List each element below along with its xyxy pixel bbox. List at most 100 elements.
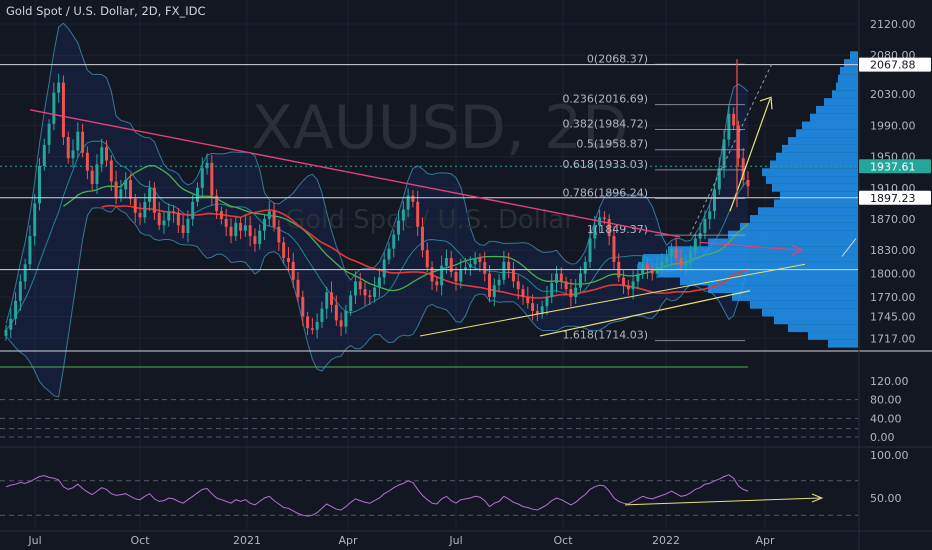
vp-bar-16 [766, 176, 858, 184]
y-tick-6: 1870.00 [870, 213, 916, 226]
candle-body-139 [669, 248, 673, 257]
candle-109 [526, 286, 530, 309]
candle-41 [200, 157, 204, 197]
candle-77 [373, 276, 377, 303]
drawings [0, 59, 858, 337]
candle-body-87 [420, 226, 424, 251]
candle-53 [258, 224, 262, 250]
fib-label-1: 0.236(2016.69) [562, 93, 648, 106]
candle-147 [708, 204, 712, 230]
candle-1 [9, 308, 13, 339]
vp-bar-9 [802, 121, 858, 130]
candle-130 [626, 279, 630, 296]
candle-body-130 [626, 285, 630, 290]
vp-bar-22 [740, 222, 858, 231]
candle-body-11 [57, 82, 61, 93]
candle-body-8 [42, 144, 46, 166]
candle-body-1 [9, 318, 13, 330]
y-tick-10: 1745.00 [870, 310, 916, 323]
candle-106 [511, 261, 515, 288]
candle-body-28 [138, 212, 142, 218]
candle-110 [531, 294, 535, 321]
candle-body-150 [722, 139, 726, 169]
vp-bar-13 [776, 152, 858, 161]
candle-105 [507, 252, 511, 279]
vp-bar-1 [844, 59, 858, 67]
fib-label-0: 0(2068.37) [587, 52, 648, 65]
candle-122 [588, 227, 592, 269]
band-fill [6, 23, 748, 397]
candle-body-20 [100, 147, 104, 165]
candle-51 [248, 215, 252, 247]
candle-5 [28, 225, 32, 270]
candle-body-61 [296, 279, 300, 297]
candle-body-37 [181, 225, 185, 234]
candle-101 [488, 265, 491, 303]
candle-142 [684, 254, 688, 276]
candle-body-154 [741, 158, 745, 180]
candle-83 [401, 201, 405, 231]
x-tick-2: 2021 [233, 534, 261, 547]
candle-133 [641, 256, 645, 280]
candle-45 [219, 206, 223, 225]
candle-96 [464, 257, 468, 275]
candle-body-134 [645, 264, 649, 270]
candle-10 [52, 82, 56, 131]
arrow-projection [699, 241, 801, 251]
candle-11 [57, 73, 61, 103]
x-tick-5: Oct [553, 534, 573, 547]
candle-22 [109, 155, 113, 191]
candle-body-15 [76, 131, 80, 151]
vp-bar-19 [774, 199, 858, 208]
vp-bar-7 [816, 105, 858, 114]
candle-48 [234, 215, 238, 241]
candle-body-146 [703, 218, 707, 234]
small-line [841, 238, 857, 257]
vp-bar-34 [774, 316, 858, 325]
candle-body-101 [488, 273, 491, 297]
candle-body-114 [550, 282, 554, 297]
candle-9 [47, 119, 51, 154]
candle-56 [272, 202, 276, 232]
rsi-tick-0: 100.00 [870, 449, 909, 462]
candle-118 [569, 279, 573, 307]
vp-bar-15 [762, 168, 858, 177]
candle-89 [430, 261, 434, 290]
candle-100 [483, 251, 487, 282]
candle-body-3 [18, 281, 22, 301]
candle-137 [660, 253, 664, 276]
vp-bar-12 [782, 144, 858, 153]
candle-body-52 [253, 236, 257, 244]
candle-body-14 [71, 150, 75, 159]
candle-112 [540, 300, 544, 319]
candle-body-145 [698, 233, 702, 239]
candle-139 [669, 243, 673, 267]
candle-73 [353, 271, 357, 304]
candle-body-36 [176, 212, 180, 226]
trendline-up-1 [419, 263, 806, 337]
candle-8 [42, 138, 46, 171]
candle-body-105 [507, 261, 511, 270]
candle-13 [66, 131, 70, 164]
candle-body-94 [454, 272, 458, 282]
candle-99 [478, 253, 482, 273]
candlesticks[interactable] [4, 73, 750, 341]
rsi-line [5, 474, 824, 517]
vp-bar-14 [770, 160, 858, 169]
candle-23 [114, 170, 118, 205]
time-axis[interactable]: Jul Oct 2021 Apr Jul Oct 2022 Apr [0, 530, 932, 547]
candle-body-97 [468, 264, 472, 268]
candle-69 [334, 295, 338, 326]
candle-88 [425, 242, 429, 273]
vp-bar-0 [850, 51, 858, 60]
candle-body-31 [152, 187, 156, 213]
candle-30 [148, 180, 152, 212]
candle-body-54 [263, 218, 266, 231]
candle-126 [607, 214, 611, 246]
candle-body-33 [162, 220, 166, 226]
price-axis[interactable]: 2120.002080.002030.001990.001950.001910.… [858, 0, 931, 550]
candle-49 [239, 217, 243, 240]
rsi-trendline [624, 497, 821, 506]
candle-body-75 [363, 289, 367, 296]
